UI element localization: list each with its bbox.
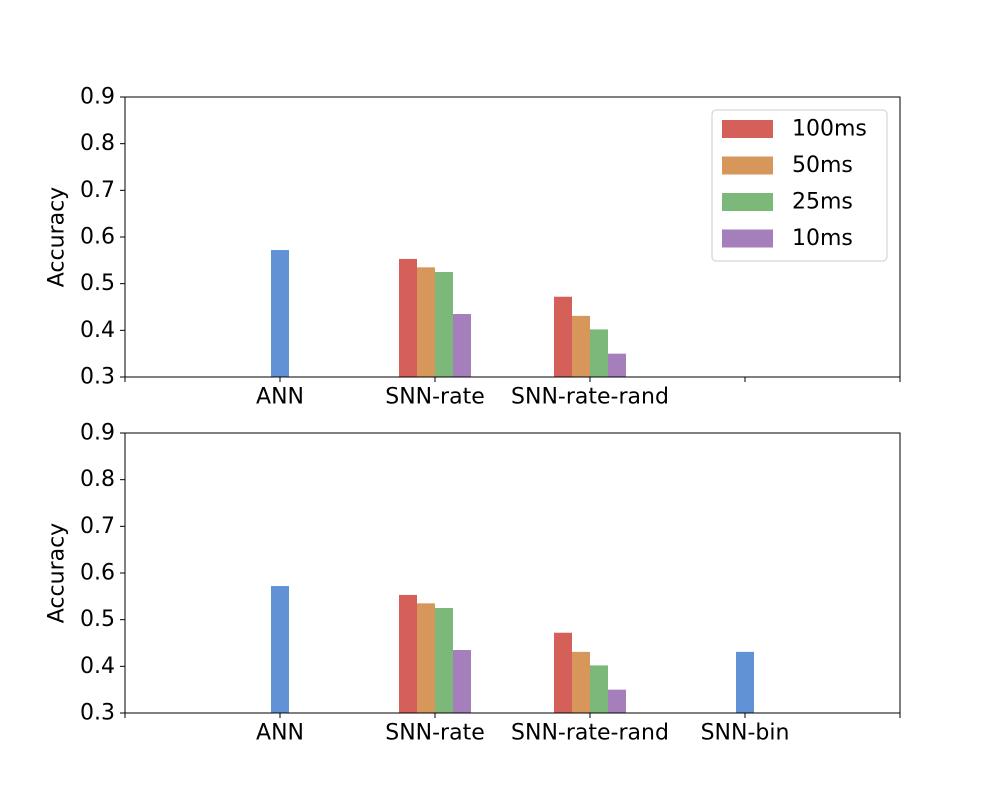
bar-snn-rate-10ms <box>453 314 471 377</box>
bar-snn-rate-rand-10ms <box>608 689 626 713</box>
legend-label-50ms: 50ms <box>792 153 853 178</box>
legend-swatch-50ms <box>722 156 773 175</box>
x-tick-label-snn-rate: SNN-rate <box>385 721 485 746</box>
legend-label-25ms: 25ms <box>792 190 853 215</box>
bar-snn-rate-100ms <box>399 594 417 713</box>
bar-snn-rate-rand-25ms <box>590 329 608 377</box>
chart-panel-2: 0.3 0.4 0.5 0.6 0.7 0.8 0.9 ANN SNN-rate SNN-rate… <box>45 421 901 746</box>
legend: 100ms 50ms 25ms 10ms <box>711 109 888 262</box>
legend-label-100ms: 100ms <box>792 117 867 142</box>
legend-swatch-100ms <box>722 120 773 138</box>
bar-snn-rate-100ms <box>399 258 417 377</box>
y-tick-label: 0.7 <box>80 514 115 539</box>
y-tick-label: 0.7 <box>80 178 115 203</box>
x-tick-label-snn-bin: SNN-bin <box>701 721 790 746</box>
bar-snn-rate-rand-10ms <box>608 353 626 377</box>
y-tick-label: 0.8 <box>80 131 115 156</box>
plot-frame <box>124 432 901 714</box>
legend-label-10ms: 10ms <box>792 226 853 251</box>
y-axis-label: Accuracy <box>45 187 70 287</box>
x-tick-label-snn-rate: SNN-rate <box>385 385 485 410</box>
legend-box <box>711 109 888 262</box>
y-tick-label: 0.4 <box>80 654 115 679</box>
bar-snn-rate-rand-50ms <box>572 315 590 377</box>
legend-swatch-25ms <box>722 193 773 211</box>
legend-swatch-10ms <box>722 229 773 248</box>
x-tick-label-snn-rate-rand: SNN-rate-rand <box>511 721 669 746</box>
y-tick-label: 0.3 <box>80 701 115 726</box>
y-tick-label: 0.6 <box>80 225 115 250</box>
bar-snn-rate-50ms <box>417 267 435 377</box>
bar-snn-rate-50ms <box>417 603 435 713</box>
y-tick-label: 0.3 <box>80 365 115 390</box>
bar-snn-rate-25ms <box>435 272 453 377</box>
y-tick-label: 0.8 <box>80 467 115 492</box>
y-tick-label: 0.5 <box>80 271 115 296</box>
y-tick-label: 0.5 <box>80 607 115 632</box>
y-tick-label: 0.9 <box>80 85 115 110</box>
chart-panel-1: 0.3 0.4 0.5 0.6 0.7 0.8 0.9 ANN SNN-rate SNN-rate… <box>45 85 901 410</box>
bar-snn-rate-rand-25ms <box>590 665 608 713</box>
bar-ann <box>271 586 289 713</box>
x-tick-label-snn-rate-rand: SNN-rate-rand <box>511 385 669 410</box>
y-tick-label: 0.9 <box>80 421 115 446</box>
bar-ann <box>271 250 289 377</box>
bar-snn-bin <box>736 651 754 713</box>
bar-snn-rate-rand-100ms <box>554 296 572 377</box>
bar-snn-rate-25ms <box>435 608 453 713</box>
y-tick-label: 0.6 <box>80 561 115 586</box>
y-tick-label: 0.4 <box>80 318 115 343</box>
bar-snn-rate-rand-50ms <box>572 651 590 713</box>
x-tick-label-ann: ANN <box>256 385 304 410</box>
bar-snn-rate-rand-100ms <box>554 632 572 713</box>
x-tick-label-ann: ANN <box>256 721 304 746</box>
y-axis-label: Accuracy <box>45 523 70 623</box>
bar-snn-rate-10ms <box>453 650 471 713</box>
